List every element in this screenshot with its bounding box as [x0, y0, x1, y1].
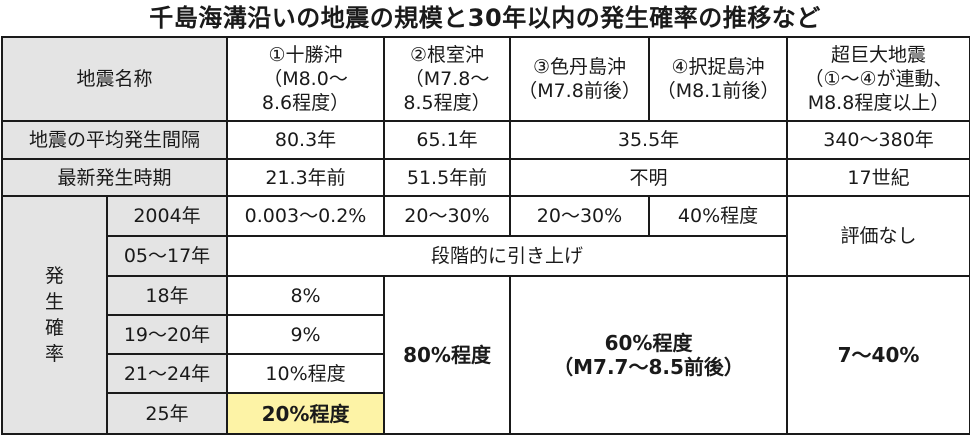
prob-shikotan-etorofu-recent: 60%程度 （M7.7～8.5前後） [509, 275, 789, 435]
interval-nemuro: 65.1年 [383, 120, 512, 160]
prob-row-05-17: 05～17年 段階的に引き上げ [2, 235, 970, 277]
prob-row-19-20: 19～20年 9% [2, 314, 970, 355]
prob-shikotan-2004: 20～30% [509, 195, 651, 237]
header-etorofu: ④択捉島沖 （M8.1前後） [648, 36, 789, 122]
prob-mega-recent: 7～40% [786, 275, 970, 435]
prob-tokachi-2004: 0.003～0.2% [226, 195, 386, 237]
year-label: 05～17年 [105, 235, 229, 277]
probability-label: 発 生 確 率 [1, 195, 108, 435]
prob-mega-eval: 評価なし [786, 195, 970, 277]
prob-row-25: 25年 20%程度 [2, 392, 970, 435]
prob-nemuro-recent: 80%程度 [383, 275, 512, 435]
interval-mega: 340～380年 [786, 120, 970, 160]
prob-nemuro-2004: 20～30% [383, 195, 512, 237]
latest-shikotan-etorofu: 不明 [509, 158, 789, 197]
earthquake-probability-table: 地震名称 ①十勝沖 （M8.0～ 8.6程度） ②根室沖 （M7.8～ 8.5程… [0, 36, 970, 435]
latest-label: 最新発生時期 [0, 158, 229, 197]
year-label: 19～20年 [105, 314, 229, 355]
latest-row: 最新発生時期 21.3年前 51.5年前 不明 17世紀 [0, 158, 970, 197]
header-nemuro: ②根室沖 （M7.8～ 8.5程度） [383, 36, 512, 122]
year-label: 18年 [105, 275, 229, 316]
header-shikotan: ③色丹島沖 （M7.8前後） [509, 36, 651, 122]
header-label: 地震名称 [0, 36, 229, 122]
prob-tokachi-25: 20%程度 [226, 392, 386, 435]
header-mega: 超巨大地震 （①～④が連動、 M8.8程度以上） [786, 36, 970, 122]
prob-row-21-24: 21～24年 10%程度 [2, 353, 970, 394]
prob-gradual: 段階的に引き上げ [226, 235, 789, 277]
prob-row-2004: 発 生 確 率 2004年 0.003～0.2% 20～30% 20～30% 4… [1, 195, 970, 435]
page-title: 千島海溝沿いの地震の規模と30年以内の発生確率の推移など [149, 4, 821, 32]
prob-tokachi-19-20: 9% [226, 314, 386, 355]
header-tokachi: ①十勝沖 （M8.0～ 8.6程度） [226, 36, 386, 122]
interval-shikotan-etorofu: 35.5年 [509, 120, 789, 160]
year-label: 21～24年 [105, 353, 229, 394]
year-label: 2004年 [105, 195, 229, 237]
year-label: 25年 [105, 392, 229, 435]
header-row: 地震名称 ①十勝沖 （M8.0～ 8.6程度） ②根室沖 （M7.8～ 8.5程… [0, 36, 970, 122]
prob-etorofu-2004: 40%程度 [648, 195, 789, 237]
interval-tokachi: 80.3年 [226, 120, 386, 160]
prob-tokachi-21-24: 10%程度 [226, 353, 386, 394]
latest-mega: 17世紀 [786, 158, 970, 197]
prob-tokachi-18: 8% [226, 275, 386, 316]
latest-tokachi: 21.3年前 [226, 158, 386, 197]
prob-row-18: 18年 8% 80%程度 60%程度 （M7.7～8.5前後） 7～40% [2, 275, 970, 435]
interval-label: 地震の平均発生間隔 [0, 120, 229, 160]
latest-nemuro: 51.5年前 [383, 158, 512, 197]
interval-row: 地震の平均発生間隔 80.3年 65.1年 35.5年 340～380年 [0, 120, 970, 160]
